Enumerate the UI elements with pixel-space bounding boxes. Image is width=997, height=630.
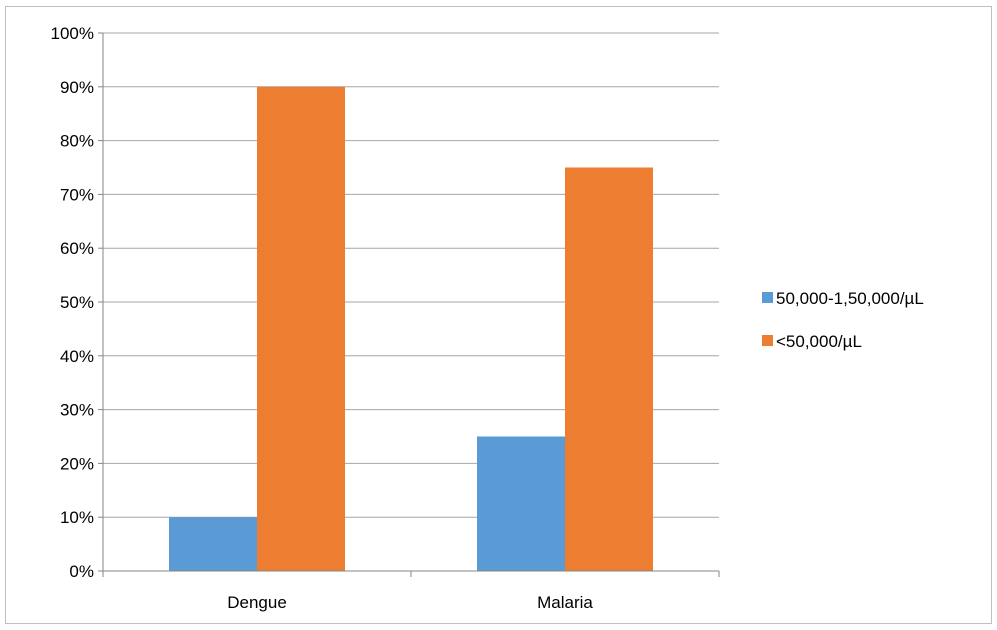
y-tick-label: 100% [51,24,94,43]
y-tick-label: 40% [60,347,94,366]
y-tick-label: 10% [60,508,94,527]
axes: 0% 10% 20% 30% 40% 50% 60% 70% 80% 90% 100% Dengue M… [51,24,720,612]
bar-dengue-series-2 [257,86,345,572]
y-tick-label: 80% [60,132,94,151]
legend: 50,000-1,50,000/µL <50,000/µL [762,289,924,351]
legend-swatch [762,335,773,346]
bar-dengue-series-1 [169,517,257,571]
legend-swatch [762,292,773,303]
legend-label: <50,000/µL [776,332,862,351]
y-tick-label: 30% [60,401,94,420]
y-tick-label: 70% [60,185,94,204]
x-tick-label: Malaria [537,593,593,612]
legend-label: 50,000-1,50,000/µL [776,289,924,308]
y-tick-label: 50% [60,293,94,312]
y-tick-label: 60% [60,239,94,258]
y-tick-label: 90% [60,78,94,97]
y-tick-label: 20% [60,454,94,473]
bar-malaria-series-1 [477,436,565,571]
bars [169,86,653,572]
bar-malaria-series-2 [565,167,653,571]
y-tick-label: 0% [69,562,94,581]
x-tick-label: Dengue [227,593,287,612]
